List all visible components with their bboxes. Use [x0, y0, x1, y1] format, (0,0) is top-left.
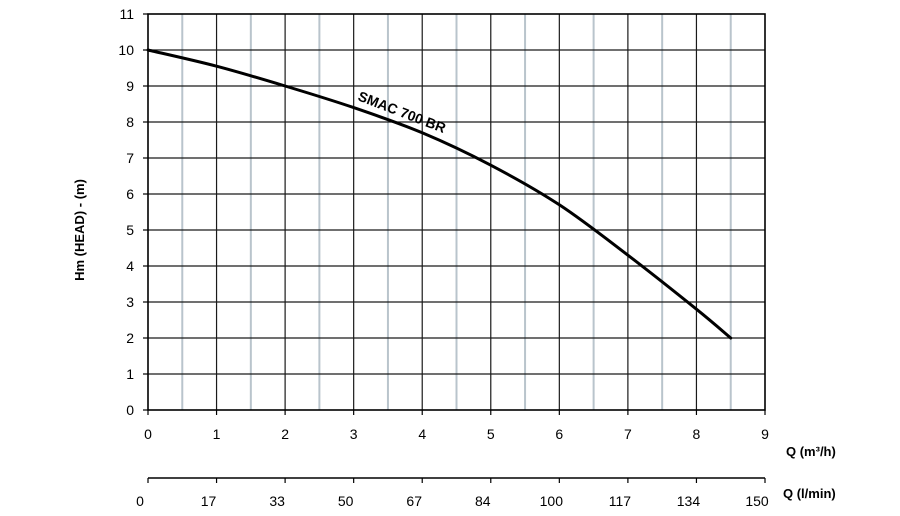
x-tick-label: 7	[624, 426, 632, 442]
series-line-smac-700-br	[146, 48, 733, 340]
x2-tick-label: 33	[269, 493, 285, 509]
y-tick-label: 2	[126, 330, 134, 346]
y-tick-label: 7	[126, 150, 134, 166]
x2-tick-label: 0	[136, 493, 144, 509]
x2-tick-label: 134	[677, 493, 701, 509]
x-tick-label: 1	[213, 426, 221, 442]
x2-tick-label: 67	[406, 493, 422, 509]
y-tick-label: 10	[118, 42, 134, 58]
y-tick-label: 9	[126, 78, 134, 94]
x2-axis-title: Q (l/min)	[783, 486, 836, 501]
y-tick-label: 0	[126, 402, 134, 418]
x-tick-label: 4	[418, 426, 426, 442]
major-gridlines	[148, 14, 765, 410]
x-tick-label: 9	[761, 426, 769, 442]
minor-gridlines	[181, 14, 732, 410]
y-tick-label: 3	[126, 294, 134, 310]
plot-border	[147, 13, 766, 411]
secondary-x-axis: 0 17 33 50 67 84 100 117 134 150	[136, 477, 769, 509]
series-layer	[146, 48, 733, 340]
y-tick-label: 5	[126, 222, 134, 238]
y-tick-label: 6	[126, 186, 134, 202]
x-tick-label: 3	[350, 426, 358, 442]
x-tick-label: 8	[693, 426, 701, 442]
plot-frame	[147, 13, 766, 411]
y-tick-label: 11	[119, 6, 134, 22]
y-axis-ticks: 0 1 2 3 4 5 6 7 8 9 10 11	[118, 6, 148, 418]
x2-tick-label: 150	[745, 493, 769, 509]
y-tick-label: 4	[126, 258, 134, 274]
x2-tick-label: 100	[540, 493, 564, 509]
x-tick-label: 2	[281, 426, 289, 442]
x2-tick-label: 84	[475, 493, 491, 509]
x2-tick-label: 17	[201, 493, 217, 509]
y-tick-label: 1	[126, 366, 134, 382]
x-tick-label: 5	[487, 426, 495, 442]
x2-tick-label: 50	[338, 493, 354, 509]
y-tick-label: 8	[126, 114, 134, 130]
x-axis-ticks: 0 1 2 3 4 5 6 7 8 9	[144, 410, 769, 442]
x-tick-label: 0	[144, 426, 152, 442]
y-axis-title: Hm (HEAD) - (m)	[72, 179, 87, 281]
x2-tick-label: 117	[609, 493, 632, 509]
x-axis-title: Q (m³/h)	[786, 444, 836, 459]
x-tick-label: 6	[555, 426, 563, 442]
